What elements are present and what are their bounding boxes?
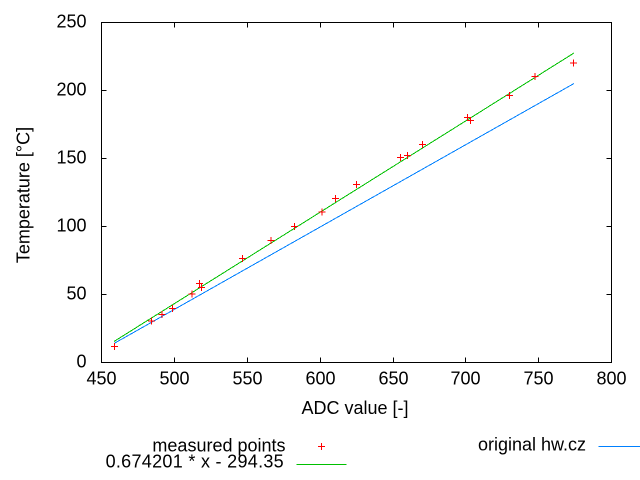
svg-text:450: 450 <box>86 369 116 389</box>
svg-text:50: 50 <box>66 284 86 304</box>
svg-text:150: 150 <box>56 148 86 168</box>
svg-text:600: 600 <box>305 369 335 389</box>
svg-text:ADC value [-]: ADC value [-] <box>301 398 408 418</box>
svg-text:500: 500 <box>159 369 189 389</box>
svg-text:Temperature [°C]: Temperature [°C] <box>14 127 34 263</box>
svg-text:100: 100 <box>56 216 86 236</box>
svg-text:800: 800 <box>596 369 626 389</box>
svg-text:measured points: measured points <box>152 436 285 456</box>
svg-text:0.674201 * x - 294.35: 0.674201 * x - 294.35 <box>106 452 284 472</box>
svg-text:250: 250 <box>56 12 86 32</box>
svg-text:650: 650 <box>378 369 408 389</box>
svg-text:original hw.cz: original hw.cz <box>478 435 586 455</box>
svg-text:0: 0 <box>76 352 86 372</box>
svg-text:550: 550 <box>232 369 262 389</box>
svg-text:700: 700 <box>450 369 480 389</box>
svg-text:200: 200 <box>56 80 86 100</box>
svg-text:750: 750 <box>523 369 553 389</box>
